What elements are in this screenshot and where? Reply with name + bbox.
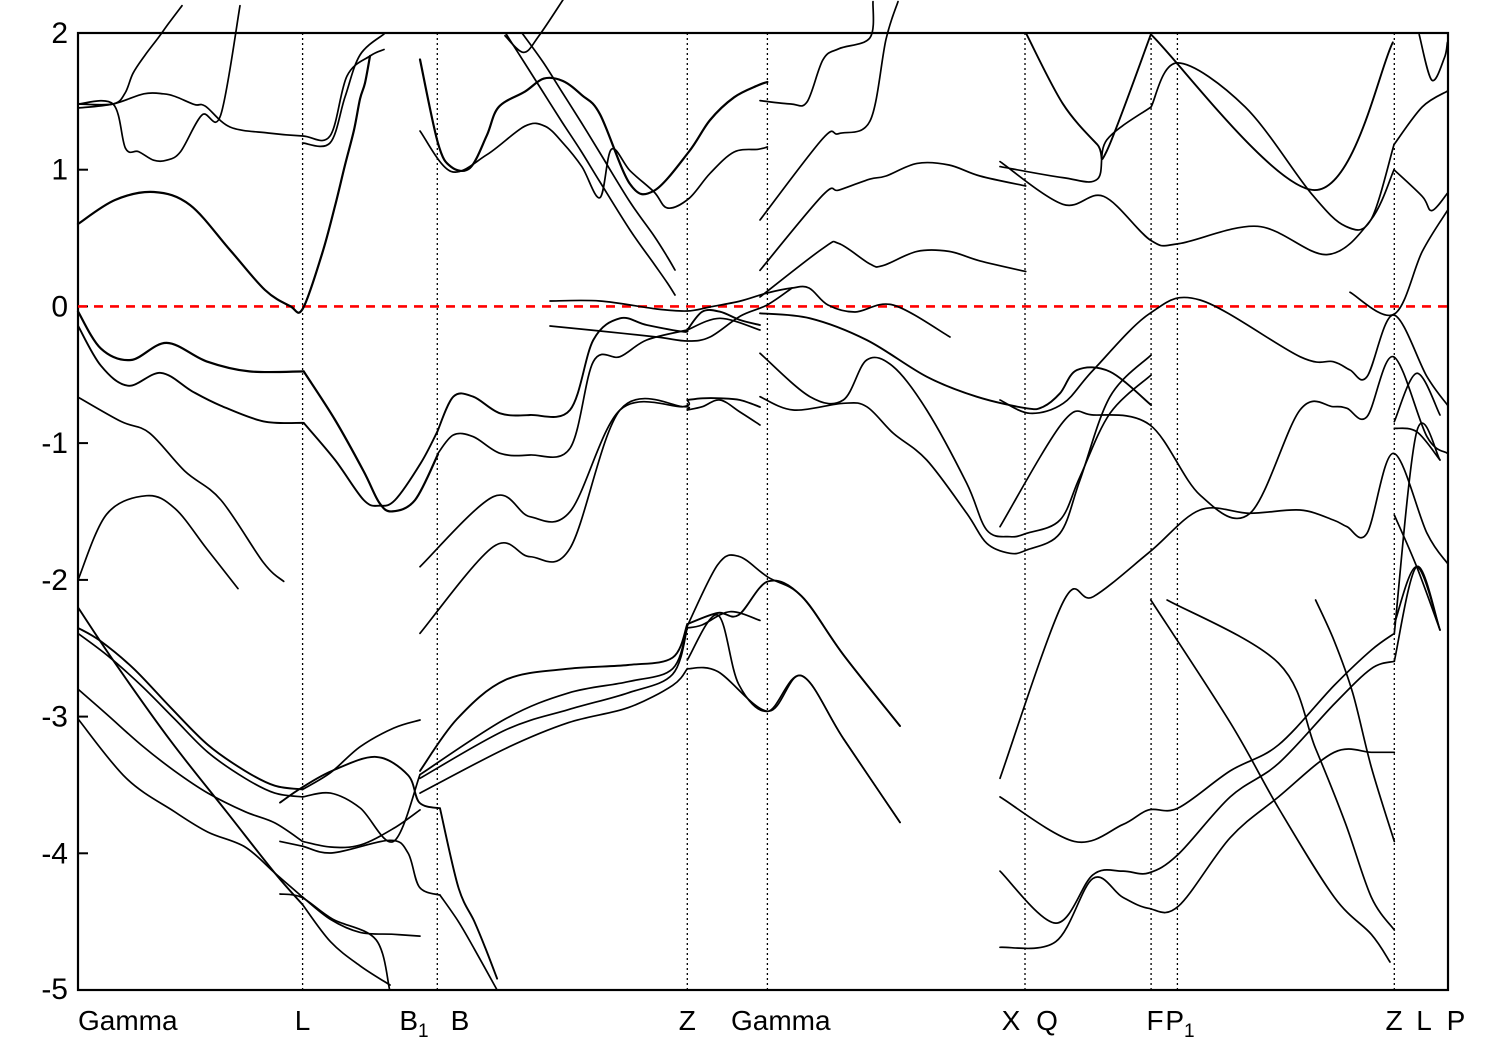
svg-text:-5: -5 xyxy=(41,973,68,1006)
svg-text:Z: Z xyxy=(679,1005,696,1036)
svg-text:L: L xyxy=(295,1005,311,1036)
svg-text:-2: -2 xyxy=(41,564,68,597)
svg-text:-1: -1 xyxy=(41,427,68,460)
svg-text:L: L xyxy=(1416,1005,1432,1036)
svg-text:Gamma: Gamma xyxy=(78,1005,178,1036)
svg-text:B: B xyxy=(451,1005,470,1036)
svg-text:F: F xyxy=(1146,1005,1163,1036)
svg-text:P: P xyxy=(1447,1005,1466,1036)
svg-text:1: 1 xyxy=(51,154,68,187)
svg-text:X: X xyxy=(1002,1005,1021,1036)
svg-text:0: 0 xyxy=(51,290,68,323)
svg-text:2: 2 xyxy=(51,17,68,50)
svg-text:Z: Z xyxy=(1385,1005,1402,1036)
svg-text:Gamma: Gamma xyxy=(731,1005,831,1036)
svg-text:Q: Q xyxy=(1036,1005,1058,1036)
svg-text:-4: -4 xyxy=(41,837,68,870)
svg-text:-3: -3 xyxy=(41,701,68,734)
